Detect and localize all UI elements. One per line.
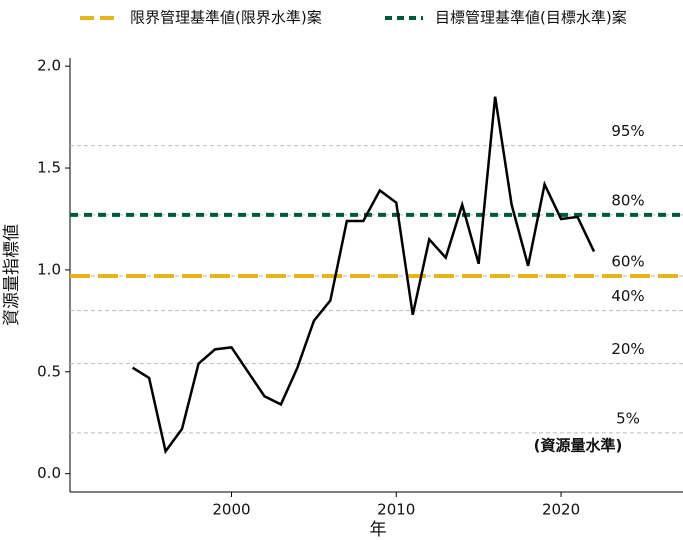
y-tick-label: 0.0 (37, 464, 61, 482)
y-axis-label: 資源量指標値 (2, 224, 22, 326)
legend-label: 限界管理基準値(限界水準)案 (130, 9, 322, 27)
legend-label: 目標管理基準値(目標水準)案 (435, 9, 627, 27)
x-axis-label: 年 (370, 520, 387, 540)
x-tick-label: 2000 (212, 501, 250, 519)
level-label: 60% (611, 253, 644, 271)
y-tick-label: 0.5 (37, 362, 61, 380)
level-label: 20% (611, 340, 644, 358)
level-label: 40% (611, 287, 644, 305)
y-tick-label: 2.0 (37, 57, 61, 75)
level-label: 80% (611, 191, 644, 209)
data-line (131, 96, 596, 455)
level-label: 95% (611, 122, 644, 140)
y-tick-label: 1.5 (37, 159, 61, 177)
x-tick-label: 2010 (377, 501, 415, 519)
level-label: 5% (616, 409, 640, 427)
annotation: (資源量水準) (534, 437, 623, 455)
x-tick-label: 2020 (542, 501, 580, 519)
y-tick-label: 1.0 (37, 260, 61, 278)
